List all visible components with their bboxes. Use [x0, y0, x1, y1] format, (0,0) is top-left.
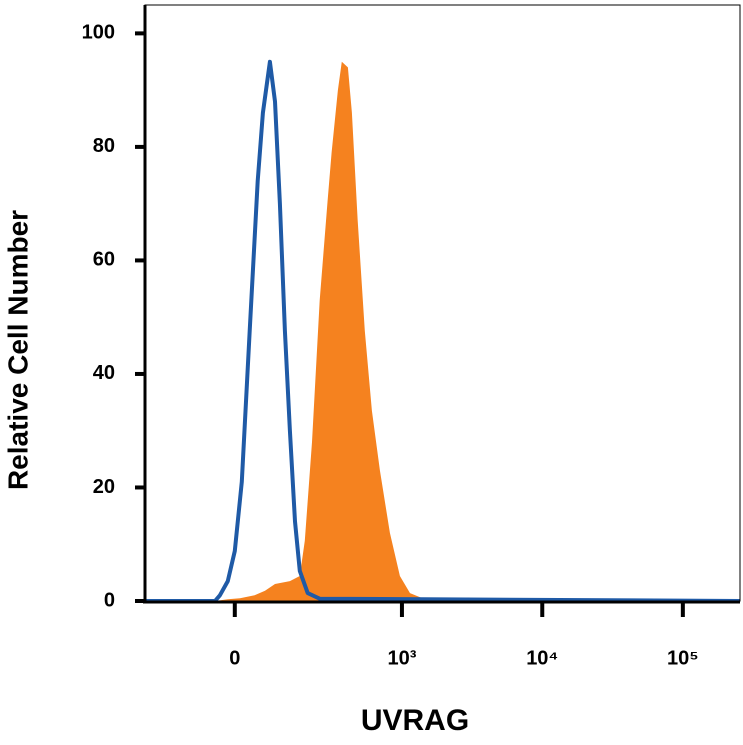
plot-frame	[144, 4, 741, 602]
y-axis-label: Relative Cell Number	[2, 210, 33, 490]
y-tick-label: 40	[93, 362, 115, 384]
x-tick-label: 10³	[387, 647, 416, 669]
histogram-line	[145, 59, 741, 603]
x-tick-label: 10⁴	[526, 647, 558, 669]
histogram-area	[145, 61, 740, 602]
y-tick-label: 100	[82, 22, 115, 44]
y-tick-label: 0	[104, 589, 115, 611]
y-tick-label: 80	[93, 135, 115, 157]
y-tick-label: 60	[93, 249, 115, 271]
x-tick-label: 10⁵	[667, 647, 699, 669]
y-tick-label: 20	[93, 476, 115, 498]
x-tick-label: 0	[229, 647, 240, 669]
x-axis-label: UVRAG	[361, 704, 469, 737]
